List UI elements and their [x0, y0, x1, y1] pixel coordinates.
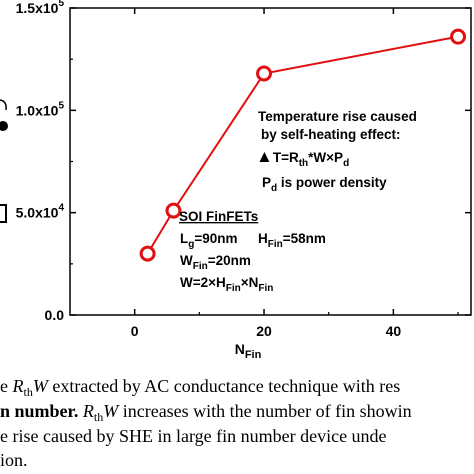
caption-line-4: ion. — [0, 450, 28, 470]
caption-line-2: n number. RthW increases with the number… — [0, 401, 412, 424]
gate-length: Lg=90nm — [180, 231, 238, 250]
data-point — [256, 65, 273, 82]
soi-title: SOI FinFETs — [179, 209, 258, 224]
y-tick-label: 5.0x104 — [16, 203, 65, 221]
x-tick-label: 40 — [386, 323, 402, 339]
figure-caption: e RthW extracted by AC conductance techn… — [0, 376, 412, 470]
x-tick-label: 20 — [256, 323, 272, 339]
series-line — [146, 35, 459, 255]
temp-title-line2: by self-heating effect: — [261, 127, 401, 142]
caption-line-3: e rise caused by SHE in large fin number… — [0, 426, 387, 446]
y-tick-label: 1.5x105 — [16, 0, 65, 16]
total-width-equation: W=2×HFin×NFin — [180, 275, 273, 294]
fin-width: WFin=20nm — [180, 253, 251, 272]
power-density-note: Pd is power density — [262, 175, 387, 194]
temperature-annotation: Temperature rise caused by self-heating … — [256, 109, 417, 194]
data-point — [165, 202, 182, 219]
y-axis-label-fragment — [0, 99, 8, 223]
series-layer — [139, 28, 467, 262]
x-axis-label: NFin — [235, 341, 262, 361]
fin-height: HFin=58nm — [258, 231, 326, 250]
x-tick-label: 0 — [131, 323, 139, 339]
data-point — [450, 28, 467, 45]
y-tick-label: 0.0 — [45, 307, 65, 323]
caption-line-1: e RthW extracted by AC conductance techn… — [0, 376, 400, 399]
device-parameters: SOI FinFETs Lg=90nm HFin=58nm WFin=20nm … — [179, 209, 326, 294]
delta-triangle-icon: ▲ — [256, 147, 273, 166]
data-point — [139, 245, 156, 262]
temperature-equation: ▲T=Rth*W×Pd — [256, 147, 349, 169]
temp-title-line1: Temperature rise caused — [258, 109, 417, 124]
x-axis-ticks: 0 20 40 — [131, 8, 459, 339]
y-axis-ticks: 0.0 5.0x104 1.0x105 1.5x105 — [16, 0, 471, 323]
y-tick-label: 1.0x105 — [16, 100, 65, 118]
